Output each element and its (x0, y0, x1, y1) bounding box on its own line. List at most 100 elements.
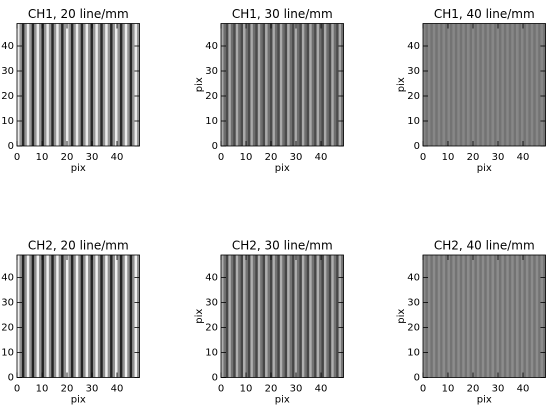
image-column (103, 255, 106, 378)
image-column (120, 255, 123, 378)
image-column (448, 24, 451, 147)
image-column (506, 24, 509, 147)
panel-title: CH1, 20 line/mm (28, 7, 129, 21)
x-axis-label: pix (71, 163, 86, 174)
image-column (110, 24, 113, 147)
image-column (105, 255, 108, 378)
image-column (56, 255, 59, 378)
image-column (37, 255, 40, 378)
image-column (86, 24, 89, 147)
y-tick-label: 30 (205, 298, 218, 309)
image-column (81, 24, 84, 147)
image-column (59, 255, 62, 378)
x-tick-label: 10 (442, 384, 455, 395)
image-column (309, 255, 312, 378)
image-column (46, 255, 49, 378)
image-column (326, 24, 329, 147)
image-column (246, 24, 249, 147)
image-column (519, 24, 522, 147)
image-column (474, 24, 477, 147)
image-column (428, 24, 431, 147)
image-column (321, 255, 324, 378)
image-column (472, 255, 475, 378)
image-column (519, 255, 522, 378)
image-column (265, 255, 268, 378)
image-column (339, 255, 342, 378)
image-column (321, 24, 324, 147)
image-column (450, 255, 453, 378)
image-column (64, 24, 67, 147)
image-column (228, 24, 231, 147)
image-column (24, 24, 27, 147)
image-column (435, 24, 438, 147)
image-column (260, 24, 263, 147)
image-column (484, 255, 487, 378)
image-column (326, 255, 329, 378)
image-column (452, 255, 455, 378)
image-column (499, 24, 502, 147)
image-column (73, 255, 76, 378)
y-tick-label: 40 (1, 41, 14, 52)
image-column (477, 24, 480, 147)
image-column (68, 255, 71, 378)
image-column (452, 24, 455, 147)
image-column (474, 255, 477, 378)
image-column (494, 24, 497, 147)
image-column (83, 24, 86, 147)
image-column (81, 255, 84, 378)
image-column (56, 24, 59, 147)
x-tick-label: 40 (111, 152, 124, 163)
x-tick-label: 0 (218, 152, 224, 163)
image-column (73, 24, 76, 147)
image-column (443, 255, 446, 378)
image-column (309, 24, 312, 147)
image-column (445, 24, 448, 147)
image-column (523, 255, 526, 378)
image-column (115, 24, 118, 147)
image-column (19, 255, 22, 378)
image-column (521, 24, 524, 147)
image-column (302, 255, 305, 378)
image-column (492, 255, 495, 378)
x-tick-label: 0 (14, 152, 20, 163)
panel-title: CH2, 30 line/mm (232, 239, 333, 253)
image-column (44, 255, 47, 378)
image-column (430, 24, 433, 147)
image-column (51, 255, 54, 378)
image-column (467, 24, 470, 147)
y-tick-label: 10 (407, 116, 420, 127)
image-column (428, 255, 431, 378)
image-column (78, 24, 81, 147)
image-column (299, 255, 302, 378)
image-column (509, 255, 512, 378)
image-column (319, 24, 322, 147)
image-column (277, 24, 280, 147)
image-column (433, 255, 436, 378)
image-column (531, 24, 534, 147)
x-axis-label: pix (71, 395, 86, 406)
image-column (430, 255, 433, 378)
image-column (268, 255, 271, 378)
image-column (336, 255, 339, 378)
y-tick-label: 10 (1, 348, 14, 359)
image-column (423, 255, 426, 378)
image-column (472, 24, 475, 147)
image-column (98, 24, 101, 147)
image-column (317, 24, 320, 147)
image-column (95, 24, 98, 147)
image-column (425, 24, 428, 147)
panel: 010203040010203040CH2, 40 line/mmpixpix (396, 239, 546, 406)
image-column (226, 24, 229, 147)
image-column (295, 255, 298, 378)
image-column (331, 24, 334, 147)
image-column (248, 24, 251, 147)
image-column (27, 24, 30, 147)
image-column (334, 255, 337, 378)
x-tick-label: 40 (517, 152, 530, 163)
image-column (541, 24, 544, 147)
image-column (24, 255, 27, 378)
image-column (435, 255, 438, 378)
x-tick-label: 20 (61, 152, 74, 163)
image-column (117, 24, 120, 147)
image-column (39, 24, 42, 147)
